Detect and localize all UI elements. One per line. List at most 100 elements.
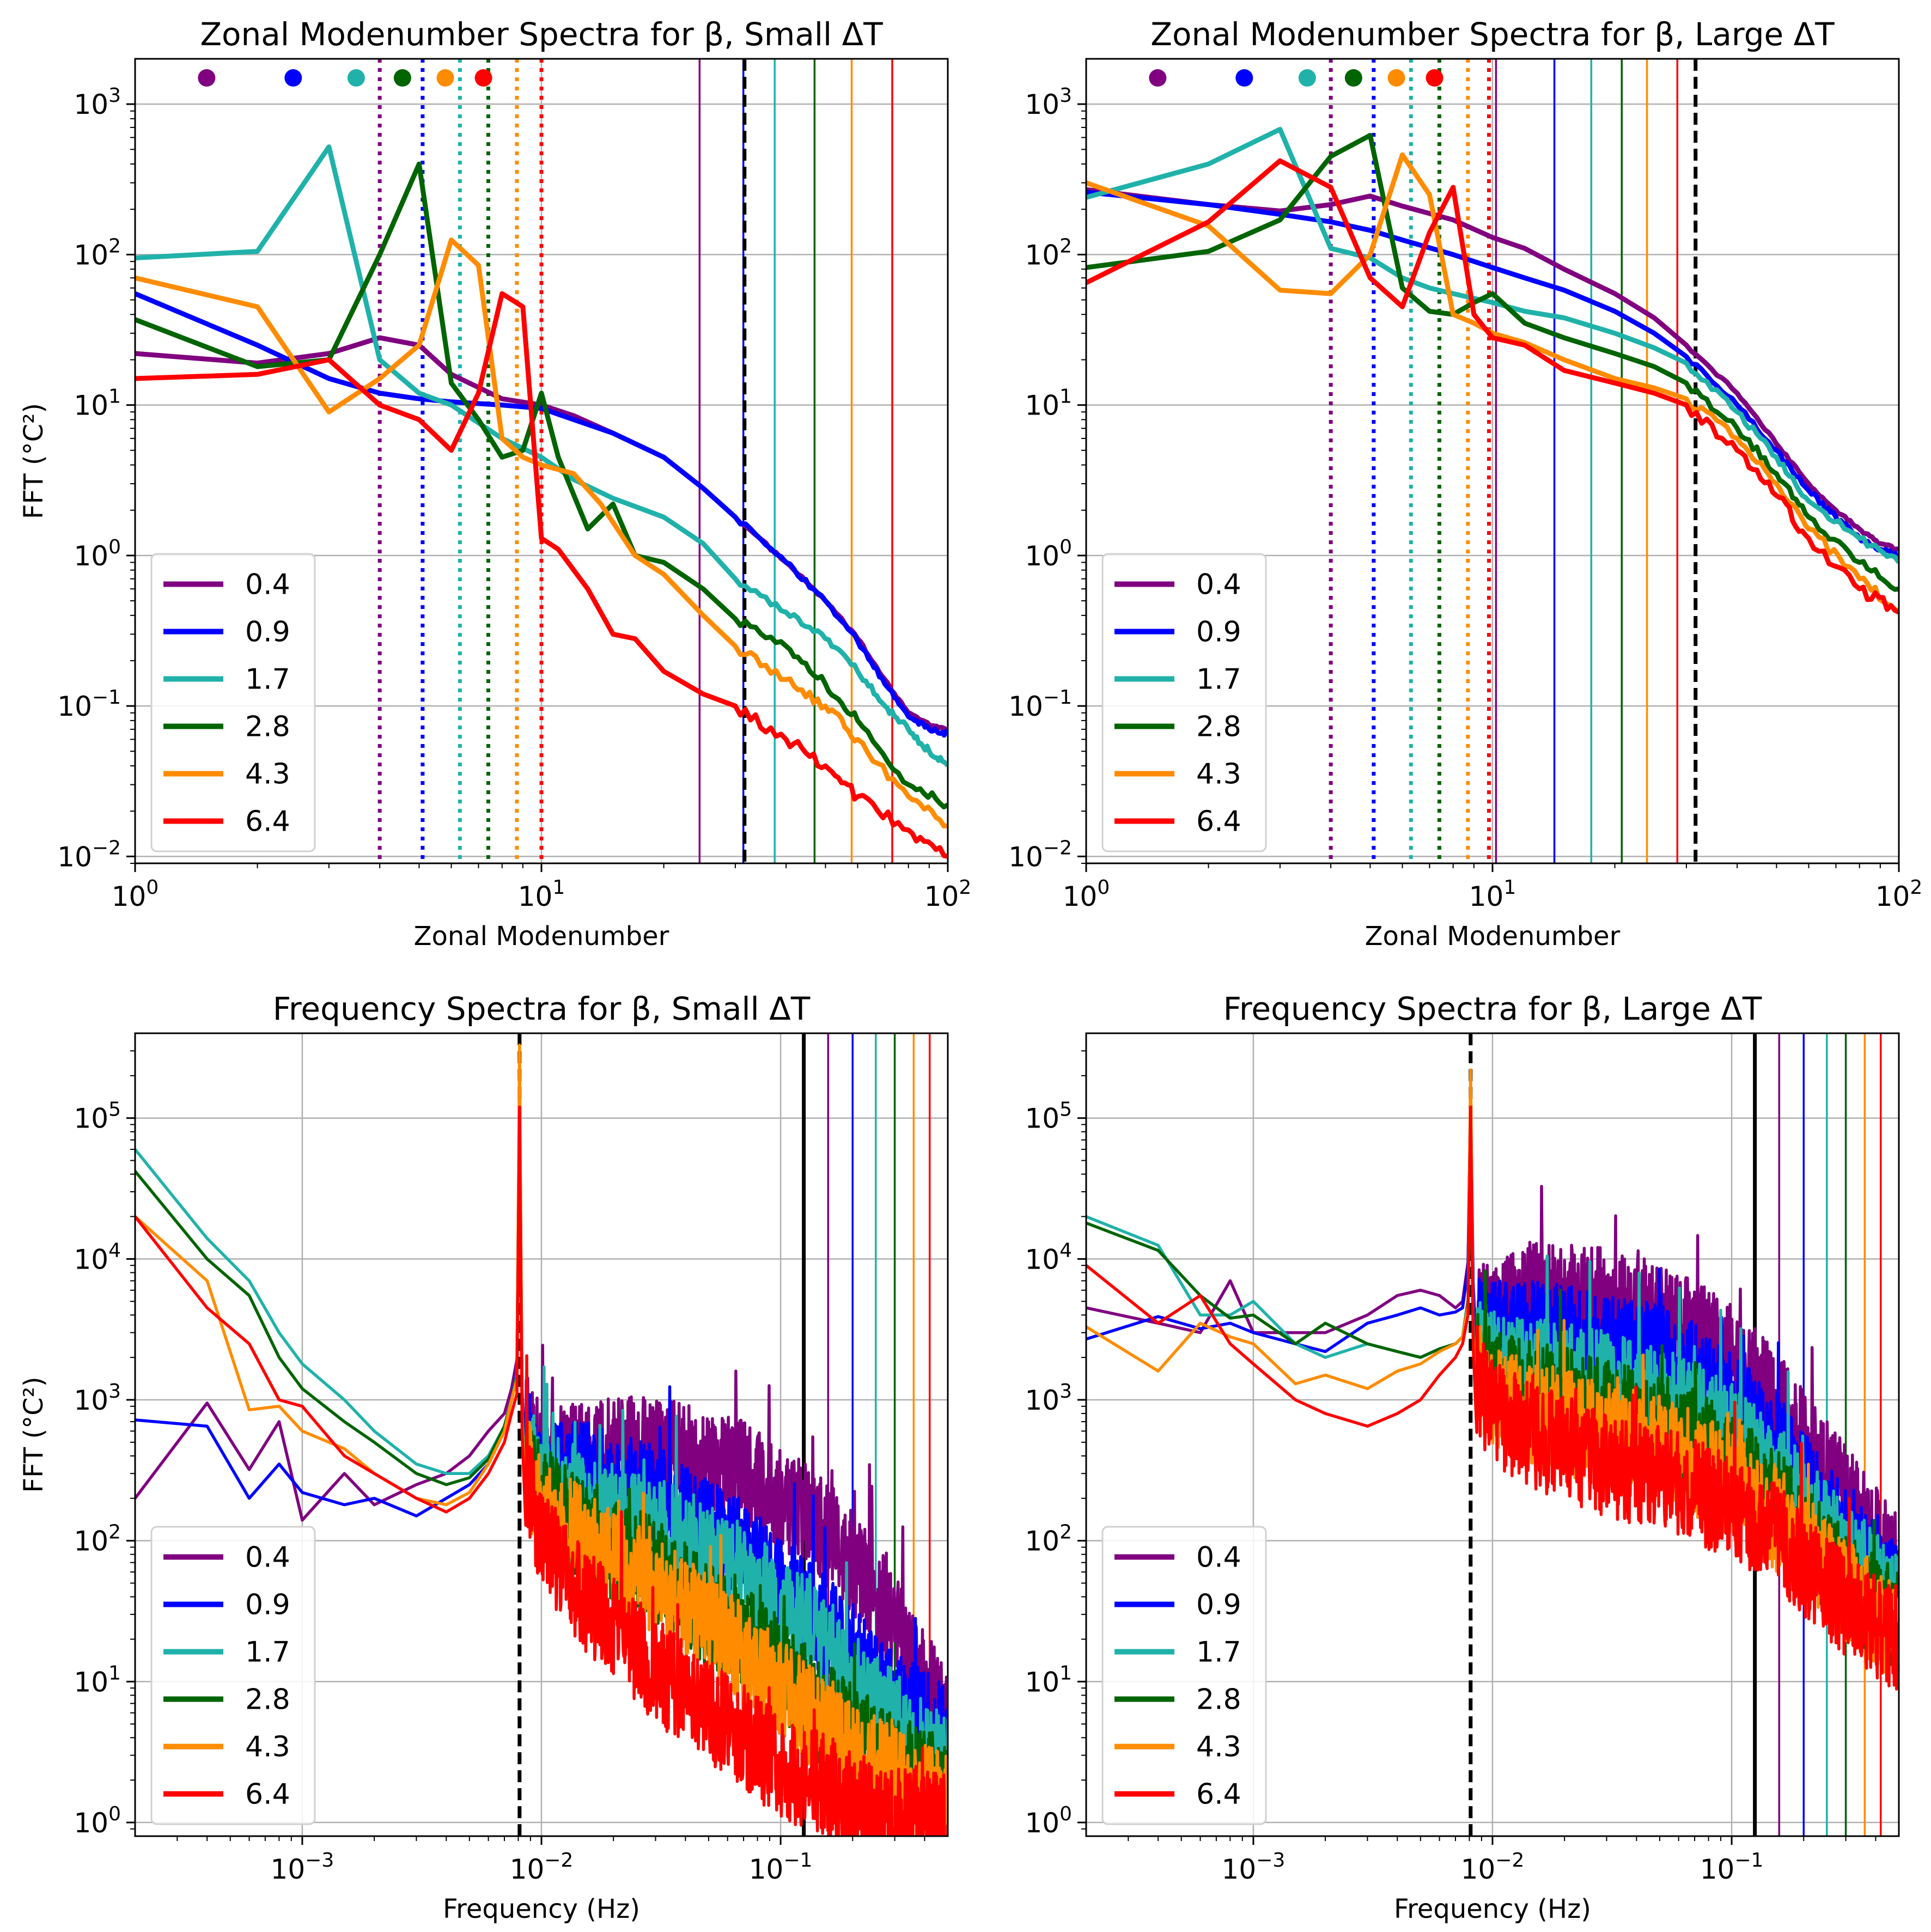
y-tick-label: 102 bbox=[1025, 1521, 1072, 1557]
chart-panel-2: 100 101 102 10−2 10−1 100 101 102 103 Zonal Moden… bbox=[1008, 16, 1922, 952]
legend-entry-label: 4.3 bbox=[1196, 1731, 1241, 1764]
legend-entry-label: 0.9 bbox=[1196, 616, 1241, 649]
y-tick-label: 103 bbox=[1025, 1380, 1072, 1416]
plot-content bbox=[1086, 59, 1899, 863]
marker-dot bbox=[474, 69, 492, 87]
legend-entry-label: 1.7 bbox=[1196, 1636, 1241, 1669]
y-tick-label: 100 bbox=[74, 536, 121, 572]
y-tick-label: 101 bbox=[74, 386, 121, 422]
series-line-2.8 bbox=[1086, 133, 1899, 592]
legend-entry-label: 0.4 bbox=[245, 569, 290, 601]
y-tick-label: 102 bbox=[1025, 235, 1072, 271]
legend-entry-label: 2.8 bbox=[245, 1684, 290, 1716]
x-tick-label: 101 bbox=[1469, 876, 1516, 912]
chart-title: Zonal Modenumber Spectra for β, Large ΔT bbox=[1150, 16, 1835, 53]
legend-entry-label: 0.4 bbox=[1196, 569, 1241, 601]
legend-entry-label: 1.7 bbox=[245, 1636, 290, 1669]
series-line-0.4 bbox=[1086, 1092, 1899, 1617]
series-line-4.3 bbox=[135, 1043, 948, 1836]
chart-panel-3: 10−3 10−2 10−1 100 101 102 103 104 105 Frequency … bbox=[19, 990, 949, 1924]
x-tick-label: 10−1 bbox=[1700, 1849, 1764, 1885]
x-tick-label: 10−1 bbox=[749, 1849, 813, 1885]
plot-content bbox=[135, 1033, 948, 1836]
y-axis-label: FFT (°C²) bbox=[19, 403, 49, 519]
marker-dot bbox=[1235, 69, 1253, 87]
x-tick-label: 10−3 bbox=[1222, 1849, 1286, 1885]
legend: 0.4 0.9 1.7 2.8 4.3 6.4 bbox=[1101, 1526, 1267, 1825]
legend-entry-label: 0.9 bbox=[1196, 1589, 1241, 1622]
y-tick-label: 105 bbox=[1025, 1099, 1072, 1135]
series-line-4.3 bbox=[1086, 152, 1899, 613]
legend-entry-label: 6.4 bbox=[1196, 1778, 1241, 1811]
legend: 0.4 0.9 1.7 2.8 4.3 6.4 bbox=[150, 553, 316, 852]
legend: 0.4 0.9 1.7 2.8 4.3 6.4 bbox=[1101, 553, 1267, 852]
y-tick-label: 101 bbox=[74, 1662, 121, 1698]
x-axis-label: Zonal Modenumber bbox=[1365, 921, 1621, 952]
legend-entry-label: 2.8 bbox=[1196, 1684, 1241, 1716]
series-line-1.7 bbox=[135, 144, 948, 767]
marker-dot bbox=[1344, 69, 1362, 87]
marker-dot bbox=[1149, 69, 1167, 87]
y-tick-label: 10−2 bbox=[57, 837, 121, 873]
legend-entry-label: 0.9 bbox=[245, 616, 290, 649]
y-tick-label: 100 bbox=[74, 1803, 121, 1839]
marker-dot bbox=[1426, 69, 1443, 87]
legend-entry-label: 1.7 bbox=[245, 663, 290, 696]
x-axis-label: Zonal Modenumber bbox=[414, 921, 669, 952]
series-line-6.4 bbox=[1086, 158, 1899, 615]
y-tick-label: 100 bbox=[1025, 536, 1072, 572]
y-tick-label: 103 bbox=[74, 1380, 121, 1416]
legend-entry-label: 6.4 bbox=[1196, 806, 1241, 838]
series-line-0.9 bbox=[135, 291, 948, 738]
x-axis-label: Frequency (Hz) bbox=[443, 1894, 640, 1924]
legend-entry-label: 4.3 bbox=[245, 1731, 290, 1764]
y-tick-label: 103 bbox=[1025, 84, 1072, 120]
x-tick-label: 101 bbox=[518, 876, 565, 912]
y-tick-label: 100 bbox=[1025, 1803, 1072, 1839]
series-line-6.4 bbox=[135, 1105, 948, 1836]
x-axis-label: Frequency (Hz) bbox=[1394, 1894, 1591, 1924]
marker-dot bbox=[198, 69, 216, 87]
marker-dot bbox=[284, 69, 302, 87]
plot-content bbox=[1086, 1033, 1899, 1836]
legend-entry-label: 2.8 bbox=[245, 711, 290, 743]
chart-title: Frequency Spectra for β, Large ΔT bbox=[1223, 990, 1762, 1027]
series-line-1.7 bbox=[1086, 126, 1899, 564]
y-tick-label: 104 bbox=[1025, 1239, 1072, 1275]
legend-entry-label: 4.3 bbox=[1196, 758, 1241, 791]
marker-dot bbox=[1387, 69, 1405, 87]
plot-content bbox=[135, 59, 948, 863]
chart-panel-1: 100 101 102 10−2 10−1 100 101 102 103 Zonal Moden… bbox=[19, 16, 971, 952]
chart-title: Zonal Modenumber Spectra for β, Small ΔT bbox=[200, 16, 883, 53]
y-tick-label: 102 bbox=[74, 1521, 121, 1557]
series-line-6.4 bbox=[135, 291, 948, 859]
marker-dot bbox=[436, 69, 454, 87]
y-tick-label: 10−2 bbox=[1008, 837, 1072, 873]
marker-dot bbox=[393, 69, 411, 87]
y-tick-label: 104 bbox=[74, 1239, 121, 1275]
series-line-0.4 bbox=[1086, 187, 1899, 552]
x-tick-label: 100 bbox=[1063, 876, 1110, 912]
y-axis-label: FFT (°C²) bbox=[19, 1376, 49, 1492]
marker-dot bbox=[1298, 69, 1316, 87]
legend-entry-label: 4.3 bbox=[245, 758, 290, 791]
legend-entry-label: 0.4 bbox=[245, 1541, 290, 1574]
y-tick-label: 105 bbox=[74, 1099, 121, 1135]
legend-entry-label: 0.9 bbox=[245, 1589, 290, 1622]
y-tick-label: 101 bbox=[1025, 1662, 1072, 1698]
series-line-2.8 bbox=[135, 161, 948, 809]
legend-entry-label: 6.4 bbox=[245, 806, 290, 838]
legend-entry-label: 2.8 bbox=[1196, 711, 1241, 743]
marker-dot bbox=[347, 69, 365, 87]
x-tick-label: 10−2 bbox=[510, 1849, 574, 1885]
x-tick-label: 10−3 bbox=[271, 1849, 334, 1885]
x-tick-label: 102 bbox=[1875, 876, 1923, 912]
x-tick-label: 100 bbox=[112, 876, 159, 912]
series-line-1.7 bbox=[135, 1088, 948, 1819]
legend-entry-label: 6.4 bbox=[245, 1778, 290, 1811]
series-line-6.4 bbox=[1086, 1105, 1899, 1691]
x-tick-label: 10−2 bbox=[1461, 1849, 1525, 1885]
series-line-4.3 bbox=[135, 237, 948, 828]
legend-box bbox=[150, 1526, 316, 1825]
